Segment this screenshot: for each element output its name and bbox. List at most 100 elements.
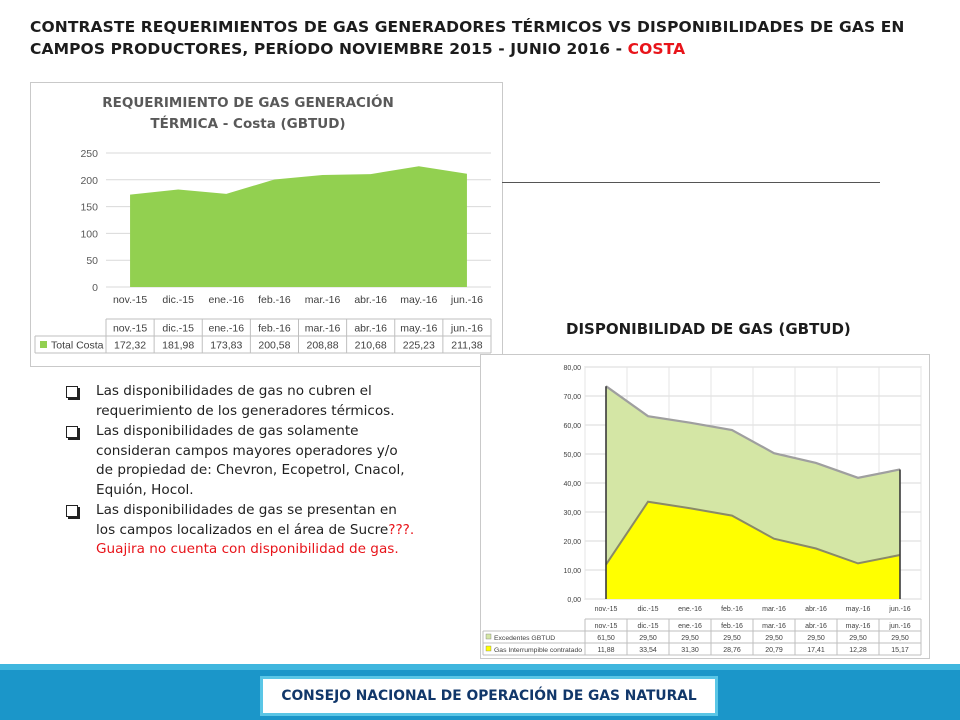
- data-label: 210,68: [355, 340, 387, 352]
- data-label: 29,50: [891, 635, 909, 642]
- table-header: jun.-16: [888, 623, 911, 630]
- note-item: Las disponibilidades de gas solamente co…: [66, 422, 416, 500]
- table-header: dic.-15: [637, 623, 658, 630]
- table-header: ene.-16: [678, 623, 702, 630]
- data-label: 200,58: [258, 340, 290, 352]
- section-title-disponibilidad: DISPONIBILIDAD DE GAS (GBTUD): [566, 320, 851, 338]
- y-tick-label: 70,00: [563, 394, 581, 401]
- notes-list: Las disponibilidades de gas no cubren el…: [66, 382, 416, 561]
- divider-line: [502, 182, 880, 183]
- chart-disponibilidad-svg: 0,00 10,00 20,00 30,00 40,00 50,00 60,00 70,00 8…: [482, 365, 922, 656]
- table-header: nov.-15: [595, 623, 618, 630]
- legend-swatch: [40, 341, 47, 348]
- table-header: abr.-16: [354, 323, 387, 335]
- x-tick-label: feb.-16: [721, 606, 743, 613]
- data-label: 11,88: [598, 647, 615, 654]
- area-series-excedentes: [606, 386, 900, 565]
- table-header: dic.-15: [162, 323, 194, 335]
- chart-requerimiento-svg: REQUERIMIENTO DE GAS GENERACIÓN TÉRMICA -…: [34, 93, 492, 354]
- data-label: 29,50: [849, 635, 867, 642]
- table-header: mar.-16: [305, 323, 341, 335]
- y-tick-label: 20,00: [563, 539, 581, 546]
- chart-disponibilidad-gas: 0,00 10,00 20,00 30,00 40,00 50,00 60,00 70,00 8…: [480, 354, 930, 659]
- legend-label: Excedentes GBTUD: [494, 635, 555, 642]
- note-item: Las disponibilidades de gas se presentan…: [66, 501, 416, 560]
- table-header: nov.-15: [113, 323, 147, 335]
- note-text-highlight: ???. Guajira no cuenta con disponibilida…: [96, 521, 415, 558]
- y-tick-label: 60,00: [563, 423, 581, 430]
- x-tick-label: ene.-16: [678, 606, 702, 613]
- data-label: 28,76: [723, 647, 741, 654]
- checkbox-square-icon: [66, 386, 78, 398]
- legend-swatch: [485, 645, 492, 652]
- data-label: 31,30: [681, 647, 699, 654]
- y-tick-label: 80,00: [563, 365, 581, 372]
- note-text: Las disponibilidades de gas se presentan…: [96, 502, 397, 538]
- x-tick-label: jun.-16: [450, 294, 483, 306]
- x-tick-label: may.-16: [846, 606, 871, 613]
- y-tick-label: 50: [86, 255, 98, 267]
- x-tick-label: nov.-15: [595, 606, 618, 613]
- area-series-total-costa: [130, 166, 467, 287]
- y-tick-label: 50,00: [563, 452, 581, 459]
- x-tick-label: ene.-16: [209, 294, 245, 306]
- x-tick-label: jun.-16: [888, 606, 911, 613]
- slide-title: CONTRASTE REQUERIMIENTOS DE GAS GENERADO…: [30, 16, 940, 60]
- table-header: mar.-16: [762, 623, 786, 630]
- footer-label: CONSEJO NACIONAL DE OPERACIÓN DE GAS NAT…: [260, 676, 718, 716]
- data-label: 173,83: [210, 340, 242, 352]
- table-header: feb.-16: [258, 323, 291, 335]
- data-label: 29,50: [765, 635, 783, 642]
- table-header: ene.-16: [209, 323, 245, 335]
- x-tick-label: nov.-15: [113, 294, 147, 306]
- y-tick-label: 150: [80, 202, 98, 214]
- y-tick-label: 100: [80, 228, 98, 240]
- checkbox-square-icon: [66, 505, 78, 517]
- note-text: Las disponibilidades de gas no cubren el…: [96, 383, 395, 419]
- data-label: 211,38: [451, 340, 482, 352]
- data-label: 172,32: [114, 340, 146, 352]
- legend-label: Total Costa: [51, 340, 104, 352]
- data-label: 208,88: [307, 340, 339, 352]
- x-tick-label: dic.-15: [162, 294, 194, 306]
- area-series-interrumpible: [606, 501, 900, 599]
- note-item: Las disponibilidades de gas no cubren el…: [66, 382, 416, 421]
- y-tick-label: 40,00: [563, 481, 581, 488]
- table-header: feb.-16: [721, 623, 743, 630]
- y-tick-label: 10,00: [563, 568, 581, 575]
- x-tick-label: abr.-16: [354, 294, 387, 306]
- slide-title-highlight: COSTA: [627, 40, 686, 58]
- y-tick-label: 200: [80, 175, 98, 187]
- y-tick-label: 250: [80, 148, 98, 160]
- x-tick-label: abr.-16: [805, 606, 827, 613]
- area-outline-excedentes: [605, 385, 901, 479]
- table-header: may.-16: [400, 323, 437, 335]
- data-label: 33,54: [639, 647, 657, 654]
- data-label: 181,98: [162, 340, 194, 352]
- table-header: may.-16: [846, 623, 871, 630]
- x-tick-label: may.-16: [400, 294, 437, 306]
- chart-requerimiento-gas: REQUERIMIENTO DE GAS GENERACIÓN TÉRMICA -…: [30, 82, 503, 367]
- y-tick-label: 30,00: [563, 510, 581, 517]
- data-label: 29,50: [639, 635, 657, 642]
- legend-label: Gas Interrumpible contratado: [494, 647, 582, 654]
- x-tick-label: mar.-16: [762, 606, 786, 613]
- note-text: Las disponibilidades de gas solamente co…: [96, 423, 405, 498]
- y-tick-label: 0,00: [567, 597, 581, 604]
- table-header: abr.-16: [805, 623, 827, 630]
- data-label: 15,17: [891, 647, 909, 654]
- data-label: 29,50: [681, 635, 699, 642]
- x-tick-label: mar.-16: [305, 294, 341, 306]
- data-label: 29,50: [723, 635, 741, 642]
- slide-title-main: CONTRASTE REQUERIMIENTOS DE GAS GENERADO…: [30, 18, 905, 58]
- chart-title: TÉRMICA - Costa (GBTUD): [150, 115, 345, 132]
- checkbox-square-icon: [66, 426, 78, 438]
- data-label: 20,79: [765, 647, 783, 654]
- data-label: 29,50: [807, 635, 825, 642]
- y-tick-label: 0: [92, 282, 98, 294]
- legend-swatch: [485, 633, 492, 640]
- data-label: 12,28: [849, 647, 867, 654]
- chart-title: REQUERIMIENTO DE GAS GENERACIÓN: [102, 93, 394, 111]
- data-label: 225,23: [403, 340, 435, 352]
- x-tick-label: feb.-16: [258, 294, 291, 306]
